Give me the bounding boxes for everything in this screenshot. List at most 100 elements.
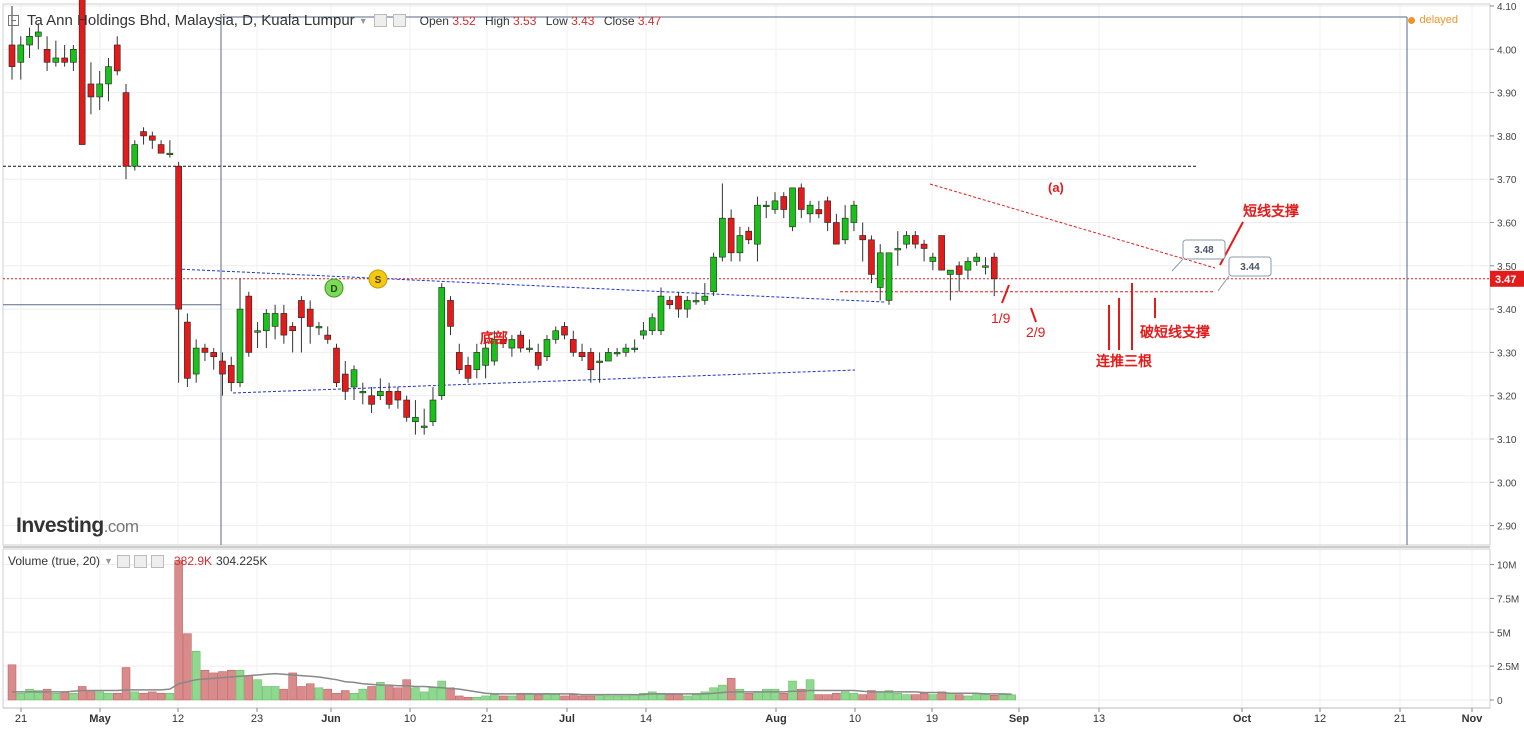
volume-bar bbox=[604, 695, 613, 701]
candle-up bbox=[350, 369, 358, 388]
settings-icon[interactable] bbox=[116, 554, 130, 568]
volume-bar bbox=[463, 697, 473, 701]
open-label: Open bbox=[419, 13, 449, 28]
chevron-down-icon[interactable]: ▼ bbox=[104, 556, 113, 566]
candle-up bbox=[701, 295, 709, 301]
marker-s-label: S bbox=[375, 275, 382, 286]
candle-down bbox=[289, 326, 296, 332]
volume-bar bbox=[253, 679, 262, 701]
candle-down bbox=[447, 300, 454, 327]
x-tick-label: 14 bbox=[640, 713, 652, 725]
volume-bar bbox=[51, 692, 61, 701]
candle-down bbox=[122, 92, 130, 167]
volume-bar bbox=[77, 686, 87, 701]
volume-bar bbox=[384, 686, 394, 701]
label-short-support: 短线支撑 bbox=[1243, 203, 1299, 219]
x-tick-label: 21 bbox=[15, 713, 27, 725]
volume-bar bbox=[946, 692, 955, 701]
candle-up bbox=[526, 347, 533, 350]
price-box-2-pointer bbox=[1217, 275, 1230, 292]
volume-bar bbox=[16, 692, 26, 701]
chevron-down-icon[interactable]: ▼ bbox=[358, 15, 368, 26]
candle-down bbox=[561, 326, 568, 336]
candle-up bbox=[52, 57, 60, 63]
volume-bar bbox=[121, 667, 131, 701]
pointer-date-2 bbox=[1030, 307, 1037, 323]
candle-up bbox=[648, 317, 656, 332]
volume-bar bbox=[840, 691, 850, 701]
volume-bar bbox=[577, 695, 587, 701]
close-icon[interactable] bbox=[150, 554, 164, 568]
volume-tick-label: 5M bbox=[1497, 628, 1511, 639]
candle-up bbox=[622, 347, 630, 353]
volume-bar bbox=[770, 688, 780, 701]
volume-tick-label: 2.5M bbox=[1497, 662, 1519, 673]
low-label: Low bbox=[545, 13, 568, 28]
volume-tick-label: 10M bbox=[1497, 561, 1516, 572]
candles bbox=[8, 0, 998, 435]
volume-bar bbox=[875, 691, 885, 701]
x-tick-label: 21 bbox=[481, 713, 493, 725]
candle-up bbox=[754, 204, 761, 245]
candle-down bbox=[578, 352, 586, 358]
volume-bar bbox=[183, 633, 192, 701]
volume-bar bbox=[919, 692, 929, 701]
candle-down bbox=[833, 222, 840, 245]
volume-tick-label: 0 bbox=[1497, 696, 1503, 707]
candle-up bbox=[236, 308, 244, 384]
volume-bar bbox=[393, 687, 403, 701]
candle-up bbox=[105, 66, 112, 85]
candle-down bbox=[78, 0, 86, 145]
logo-main: Investing bbox=[16, 514, 104, 537]
label-bottom: 底部 bbox=[480, 330, 508, 346]
upper-channel-line bbox=[176, 268, 886, 303]
volume-bar bbox=[218, 671, 227, 701]
x-tick-label: 19 bbox=[926, 713, 938, 725]
candle-up bbox=[482, 347, 489, 366]
volume-bar bbox=[507, 695, 517, 701]
volume-bar bbox=[612, 695, 622, 701]
candle-down bbox=[368, 395, 375, 405]
volume-bar bbox=[691, 694, 701, 701]
candle-down bbox=[920, 243, 928, 249]
volume-bar bbox=[437, 680, 446, 701]
volume-bar bbox=[349, 692, 359, 701]
volume-bar bbox=[674, 694, 683, 701]
volume-bar bbox=[779, 692, 789, 701]
volume-bar bbox=[95, 691, 104, 701]
volume-bar bbox=[244, 675, 254, 701]
y-tick-label: 3.00 bbox=[1497, 478, 1517, 489]
gear-icon[interactable] bbox=[392, 14, 406, 27]
x-tick-label: Oct bbox=[1233, 713, 1252, 725]
gear-icon[interactable] bbox=[133, 554, 147, 568]
candle-down bbox=[306, 308, 314, 327]
volume-bar bbox=[60, 691, 69, 701]
candle-down bbox=[569, 339, 577, 353]
close-label: Close bbox=[603, 13, 635, 28]
x-tick-label: 10 bbox=[404, 713, 416, 725]
price-box-1-label: 3.48 bbox=[1194, 245, 1214, 256]
y-tick-label: 3.70 bbox=[1497, 175, 1517, 186]
y-tick-label: 3.10 bbox=[1497, 435, 1517, 446]
label-three-pushes: 连推三根 bbox=[1096, 353, 1153, 369]
marker-d-label: D bbox=[330, 284, 337, 295]
candle-down bbox=[210, 352, 218, 358]
label-break-support: 破短线支撑 bbox=[1140, 324, 1210, 340]
volume-ma bbox=[12, 672, 1012, 696]
candle-down bbox=[815, 209, 823, 215]
volume-bar bbox=[954, 694, 964, 701]
candle-down bbox=[333, 347, 340, 384]
settings-icon[interactable] bbox=[373, 14, 387, 27]
collapse-icon[interactable] bbox=[8, 15, 19, 26]
candle-down bbox=[43, 48, 51, 63]
volume-bar bbox=[735, 688, 745, 701]
candle-up bbox=[70, 48, 77, 63]
descending-trend-line bbox=[929, 183, 1216, 269]
volume-bar bbox=[42, 688, 52, 701]
x-tick-label: Jun bbox=[321, 713, 341, 725]
investing-logo: Investing.com bbox=[16, 514, 139, 538]
y-tick-label: 3.90 bbox=[1497, 89, 1517, 100]
candle-down bbox=[219, 360, 226, 375]
price-box-2 bbox=[1228, 256, 1272, 277]
